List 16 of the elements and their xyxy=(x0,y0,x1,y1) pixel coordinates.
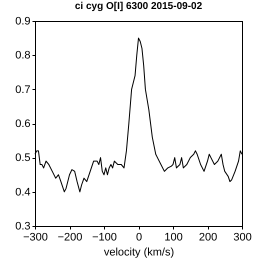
x-axis-title: velocity (km/s) xyxy=(104,246,174,258)
y-tick-label: 0.8 xyxy=(15,50,30,62)
y-tick-label: 0.3 xyxy=(15,220,30,232)
y-tick-label: 0.7 xyxy=(15,84,30,96)
y-tick-label: 0.5 xyxy=(15,152,30,164)
y-tick-label: 0.6 xyxy=(15,118,30,130)
y-tick-label: 0.9 xyxy=(15,16,30,28)
x-tick-label: 200 xyxy=(198,232,218,244)
x-tick-label: 0 xyxy=(136,232,142,244)
x-tick-label: −100 xyxy=(92,232,117,244)
chart-title: ci cyg O[I] 6300 2015-09-02 xyxy=(74,1,203,12)
x-tick-label: −200 xyxy=(58,232,82,244)
y-tick-label: 0.4 xyxy=(15,186,30,198)
x-tick-label: 100 xyxy=(164,232,183,244)
x-tick-label: −300 xyxy=(23,232,48,244)
x-tick-label: 300 xyxy=(233,232,252,244)
